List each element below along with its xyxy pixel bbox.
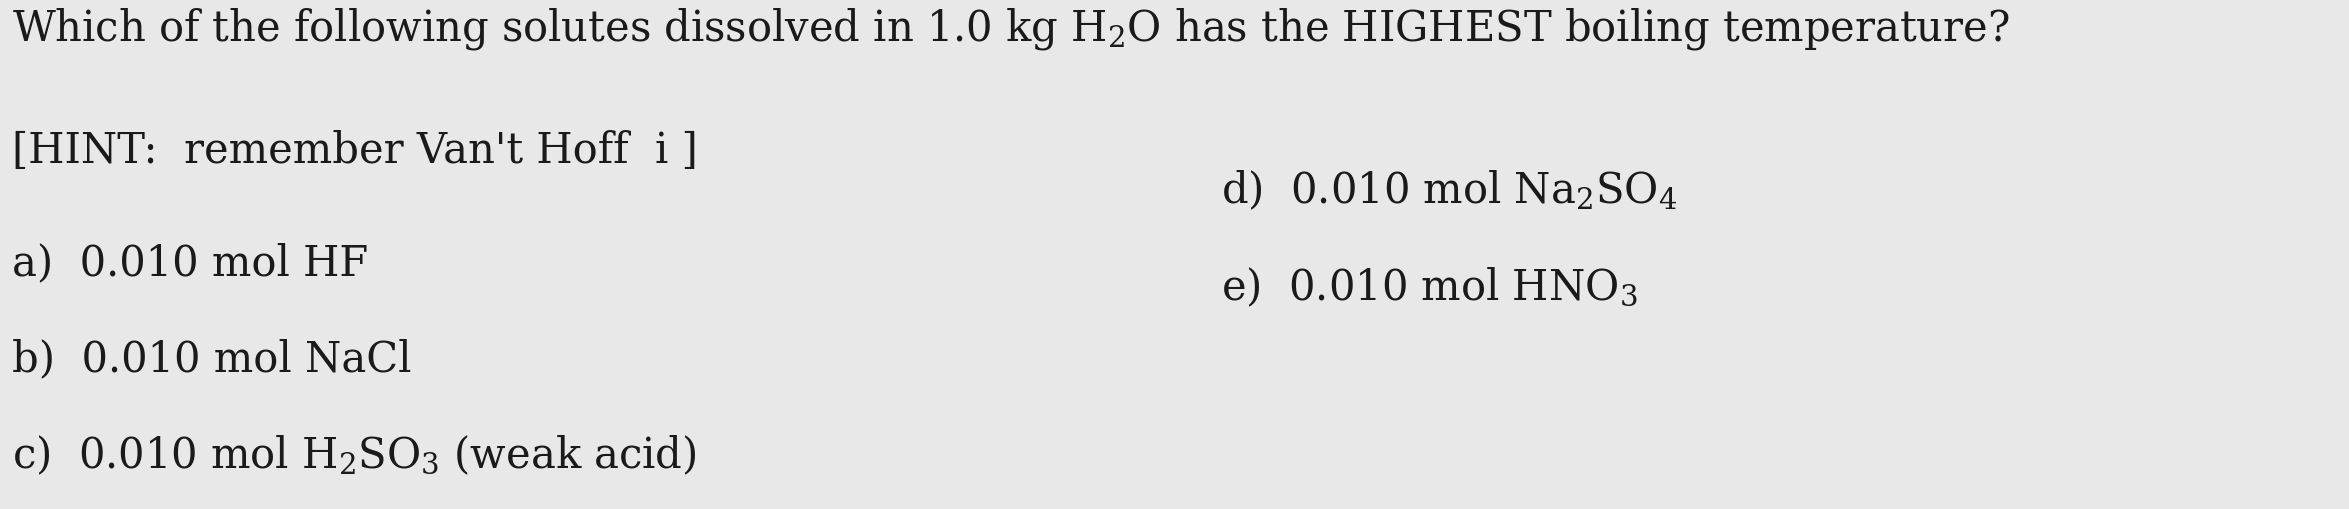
Text: e)  0.010 mol HNO$_3$: e) 0.010 mol HNO$_3$	[1221, 266, 1637, 309]
Text: b)  0.010 mol NaCl: b) 0.010 mol NaCl	[12, 338, 411, 381]
Text: a)  0.010 mol HF: a) 0.010 mol HF	[12, 242, 369, 284]
Text: c)  0.010 mol H$_2$SO$_3$ (weak acid): c) 0.010 mol H$_2$SO$_3$ (weak acid)	[12, 434, 695, 477]
Text: Which of the following solutes dissolved in 1.0 kg H$_2$O has the HIGHEST boilin: Which of the following solutes dissolved…	[12, 6, 2008, 52]
Text: [HINT:  remember Van't Hoff  i ]: [HINT: remember Van't Hoff i ]	[12, 130, 698, 172]
Text: d)  0.010 mol Na$_2$SO$_4$: d) 0.010 mol Na$_2$SO$_4$	[1221, 169, 1677, 213]
